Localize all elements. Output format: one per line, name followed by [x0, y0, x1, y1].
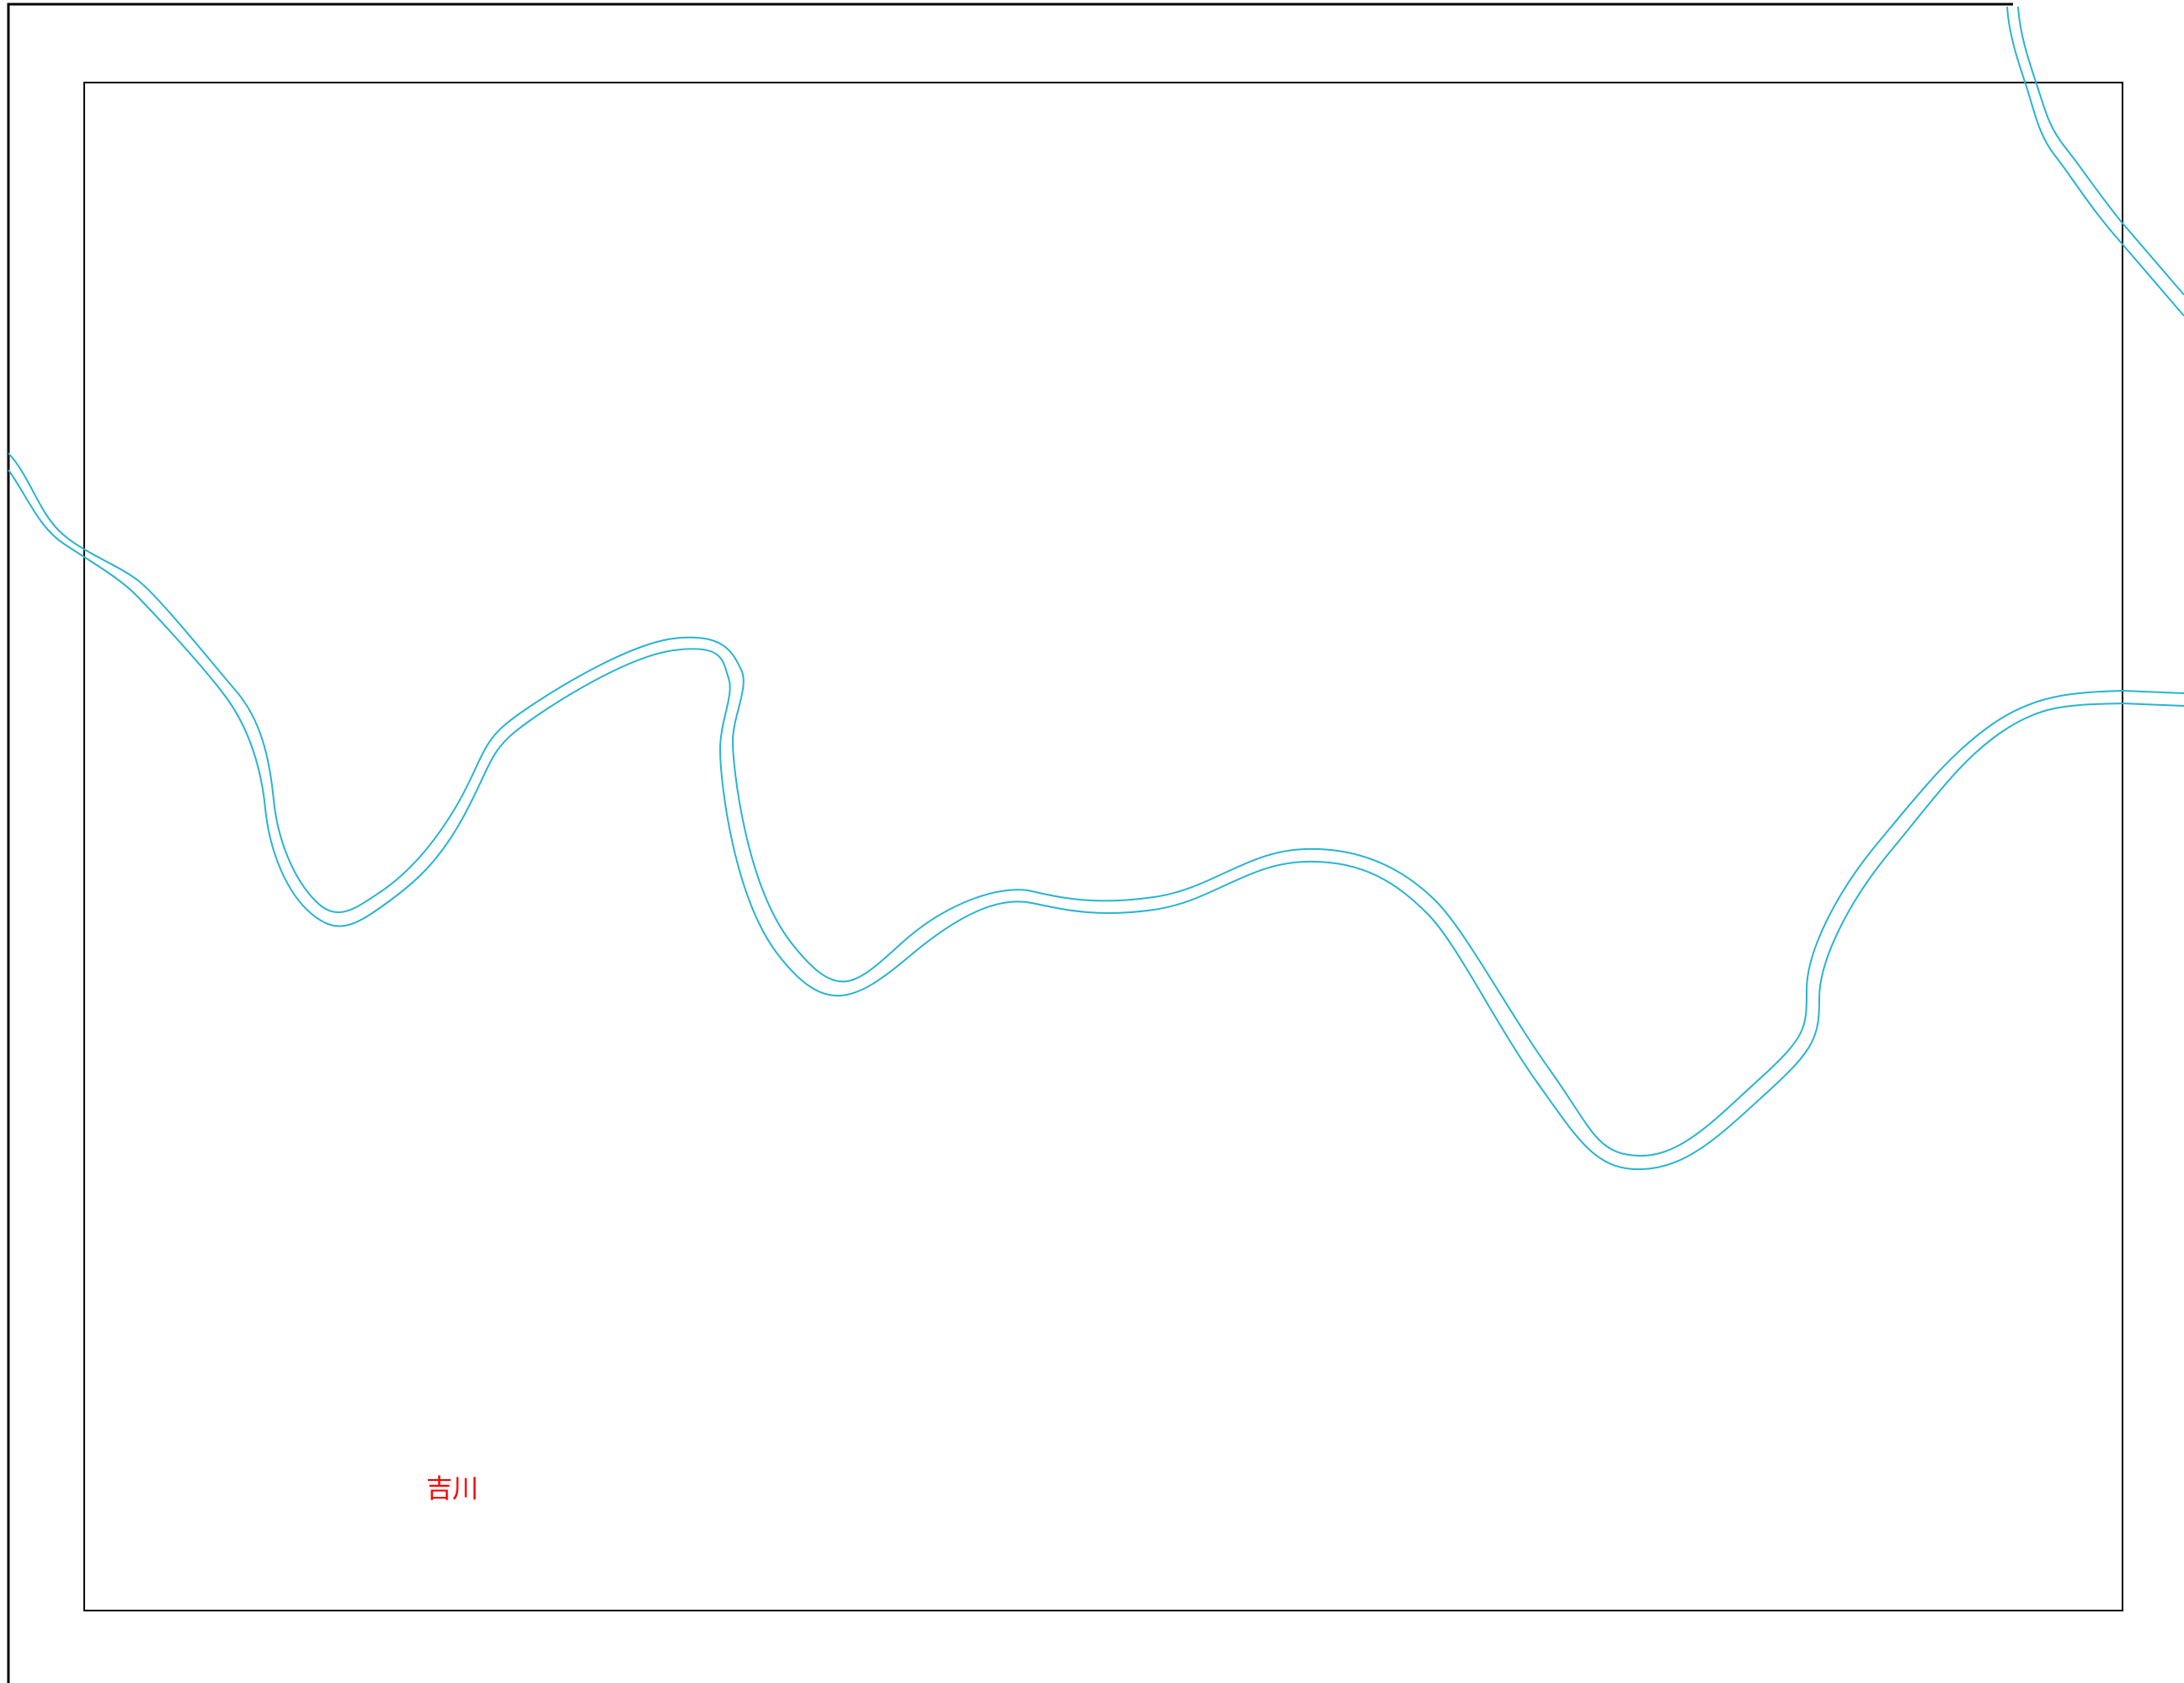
river-main-south-bank: [8, 469, 2184, 1171]
outer-map-frame: [7, 3, 2013, 1683]
inner-map-border: [83, 82, 2123, 1611]
river-main-north-bank: [8, 452, 2184, 1157]
river-tributary-east-bank: [2017, 6, 2184, 296]
river-tributary-west-bank: [2006, 6, 2184, 317]
river-main: [8, 452, 2184, 1171]
river-tributary: [2006, 6, 2184, 317]
place-label: 吉川: [426, 1474, 478, 1504]
